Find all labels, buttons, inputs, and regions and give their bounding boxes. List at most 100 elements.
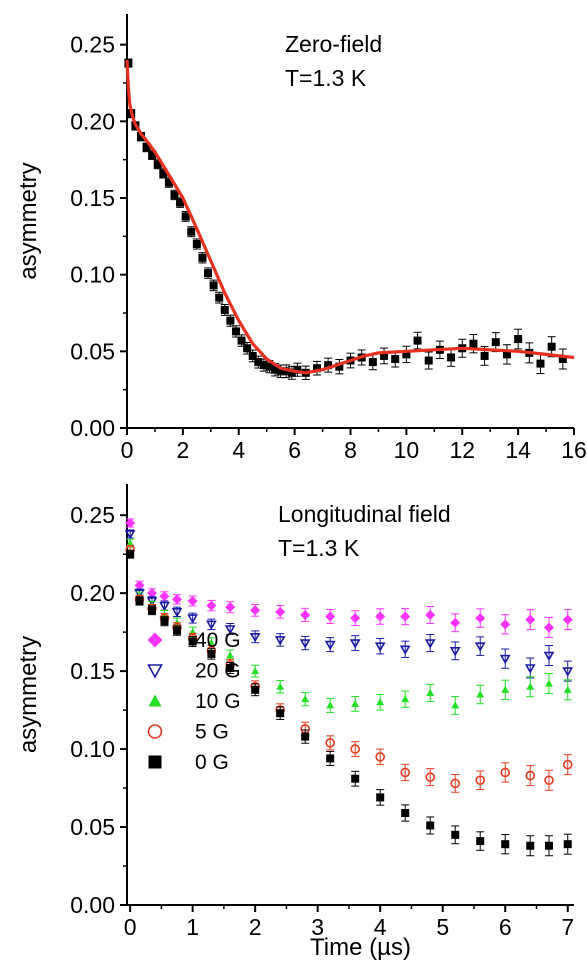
data-point [500, 767, 511, 778]
data-point [224, 625, 236, 635]
data-point [525, 614, 536, 625]
y-tick-label: 0.20 [70, 108, 115, 134]
data-point [159, 601, 170, 612]
data-point [424, 356, 433, 365]
data-point [391, 355, 400, 363]
data-point [425, 609, 436, 620]
data-point [447, 353, 456, 362]
data-point [475, 775, 486, 786]
data-point [524, 664, 536, 674]
data-point [375, 611, 386, 622]
x-tick-label: 14 [505, 437, 531, 463]
annotation: Zero-field [285, 31, 382, 57]
data-point [254, 358, 263, 367]
data-point [525, 770, 536, 781]
data-point [480, 351, 489, 360]
data-point [226, 316, 235, 325]
data-point [558, 355, 567, 363]
series-5-g [125, 544, 573, 793]
data-point [209, 281, 218, 290]
data-point [326, 754, 335, 763]
x-tick-label: 5 [436, 914, 449, 940]
data-point [424, 639, 436, 649]
annotation: T=1.3 K [285, 65, 367, 91]
data-point [164, 178, 173, 187]
data-point [187, 614, 199, 624]
data-point [148, 606, 157, 615]
x-tick-label: 12 [449, 437, 475, 463]
data-point [301, 732, 310, 741]
data-point [351, 774, 360, 783]
data-point [248, 351, 257, 360]
data-point [376, 698, 385, 706]
data-point [350, 744, 360, 754]
series-data [124, 58, 567, 380]
y-tick-label: 0.05 [70, 338, 115, 364]
data-point [251, 667, 260, 675]
data-point [426, 688, 435, 696]
data-point [335, 362, 344, 371]
panel-zero-field: 0.00 0.05 0.10 0.15 0.20 0.25 0 2 4 6 8 10 12 14 16 asy… [15, 14, 587, 463]
data-point [451, 701, 460, 709]
data-point [547, 342, 556, 351]
data-point [413, 336, 422, 345]
data-point [271, 365, 280, 374]
data-point [173, 626, 182, 635]
y-tick-label: 0.00 [70, 415, 115, 441]
data-point [536, 359, 545, 368]
data-point [368, 358, 377, 367]
data-point [491, 338, 500, 347]
data-point [474, 642, 486, 652]
x-tick-label: 0 [124, 914, 137, 940]
data-point [160, 617, 169, 626]
legend-label: 0 G [195, 751, 229, 774]
y-tick-label: 0.25 [70, 32, 115, 58]
data-point [126, 539, 135, 547]
data-point [526, 841, 535, 850]
data-point [275, 606, 286, 617]
legend-marker [147, 632, 163, 648]
data-point [220, 305, 229, 314]
data-point [544, 841, 553, 850]
data-point [135, 596, 144, 605]
data-point [181, 212, 190, 221]
x-tick-label: 2 [249, 914, 262, 940]
data-point [300, 609, 311, 620]
data-point [287, 368, 296, 377]
data-point [400, 767, 411, 778]
y-tick-label: 0.20 [70, 580, 115, 606]
data-point [325, 611, 336, 622]
legend-marker [147, 724, 163, 739]
data-point [231, 327, 240, 336]
y-tick-label: 0.05 [70, 814, 115, 840]
data-point [134, 580, 145, 591]
data-point [499, 654, 511, 665]
data-point [324, 640, 336, 651]
data-point [171, 608, 183, 618]
data-point [301, 695, 310, 703]
data-point [134, 589, 145, 599]
annotation: Longitudinal field [278, 501, 451, 527]
data-point [282, 367, 291, 376]
legend-label: 20 G [195, 660, 241, 683]
y-tick-label: 0.00 [70, 892, 115, 918]
data-point [136, 132, 145, 141]
data-point [326, 701, 335, 709]
data-point [198, 253, 207, 262]
data-point [172, 594, 183, 605]
data-point [259, 361, 268, 370]
data-point [449, 647, 461, 657]
data-point [226, 663, 235, 672]
data-point [207, 639, 216, 647]
data-point [562, 614, 573, 625]
data-point [206, 620, 217, 630]
data-point [375, 752, 385, 762]
data-point [274, 636, 286, 646]
x-tick-label: 3 [311, 914, 324, 940]
x-tick-label: 7 [561, 914, 574, 940]
x-tick-label: 2 [176, 437, 189, 463]
data-point [237, 336, 246, 345]
data-point [399, 645, 411, 655]
data-point [502, 350, 511, 359]
